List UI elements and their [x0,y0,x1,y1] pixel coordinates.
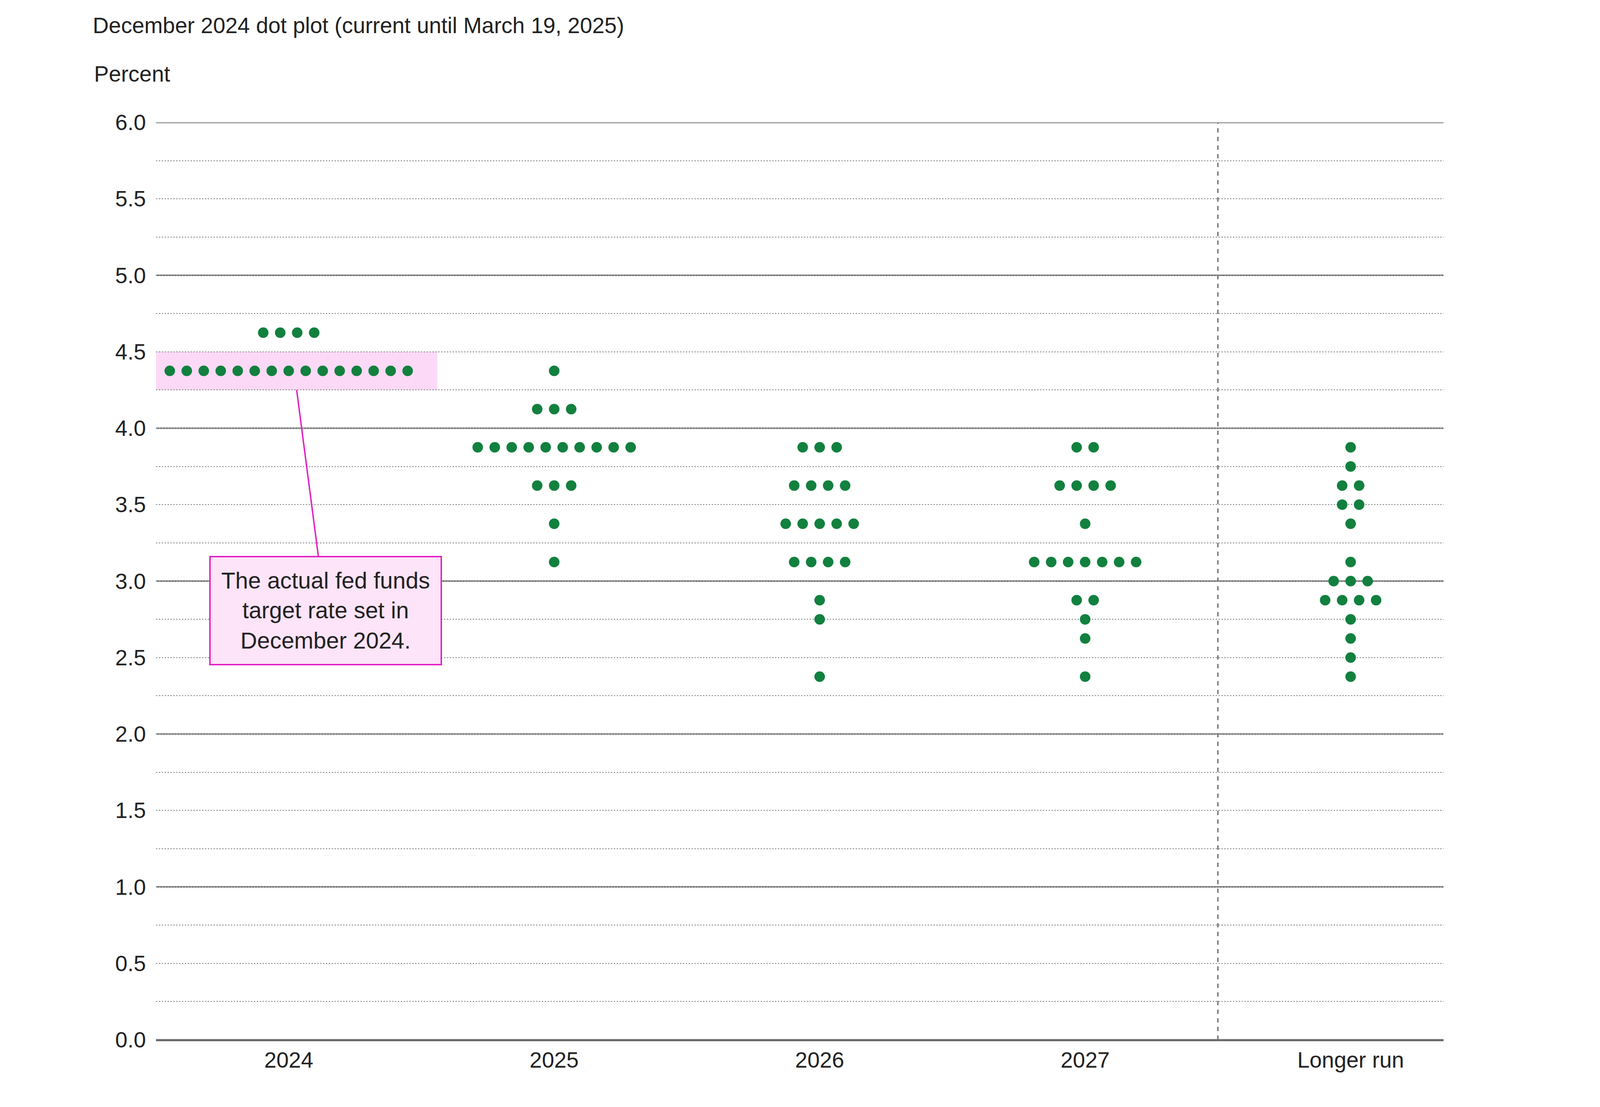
svg-text:4.0: 4.0 [115,415,146,441]
svg-text:3.5: 3.5 [115,491,146,517]
svg-text:2.0: 2.0 [115,721,146,747]
svg-text:Percent: Percent [94,61,171,87]
svg-text:1.5: 1.5 [115,797,146,823]
svg-text:2027: 2027 [1060,1047,1110,1073]
svg-text:5.5: 5.5 [115,186,146,212]
svg-text:3.0: 3.0 [115,568,146,594]
svg-text:4.5: 4.5 [115,339,146,365]
svg-text:2024: 2024 [263,1047,313,1073]
svg-text:The actual fed fundstarget rat: The actual fed fundstarget rate set inDe… [221,567,430,654]
svg-text:2026: 2026 [795,1047,845,1073]
svg-text:Longer run: Longer run [1297,1047,1405,1073]
svg-text:2.5: 2.5 [115,644,146,670]
svg-text:5.0: 5.0 [115,262,146,288]
svg-text:0.0: 0.0 [115,1026,146,1052]
svg-text:December 2024 dot plot (curren: December 2024 dot plot (current until Ma… [92,12,624,38]
svg-text:1.0: 1.0 [115,874,146,900]
svg-text:6.0: 6.0 [115,109,146,135]
svg-text:0.5: 0.5 [115,950,146,976]
svg-text:2025: 2025 [529,1047,579,1073]
